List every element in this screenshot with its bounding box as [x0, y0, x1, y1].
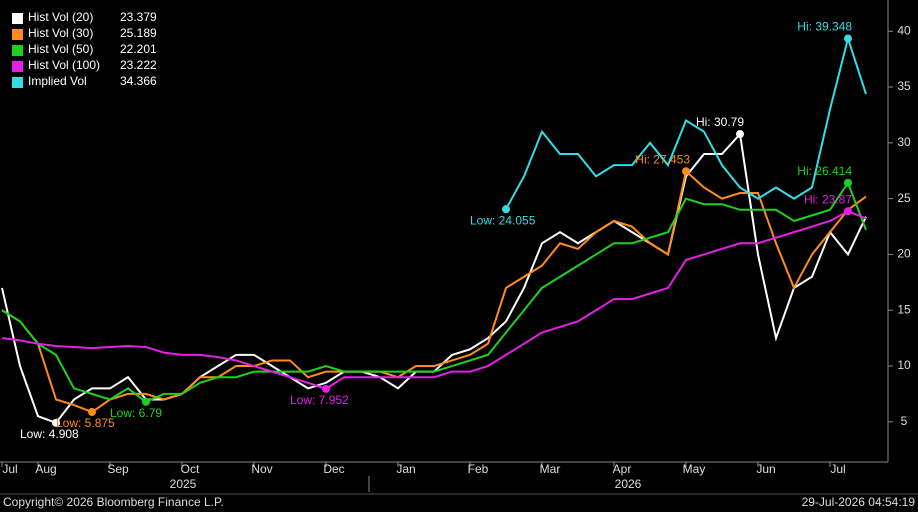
x-tick-label: Aug — [35, 462, 56, 476]
legend-label: Hist Vol (30) — [28, 26, 93, 40]
y-tick-label: 20 — [897, 247, 911, 261]
x-tick-label: May — [683, 462, 706, 476]
year-label: 2025 — [170, 477, 197, 491]
x-tick-label: Apr — [613, 462, 632, 476]
legend-swatch — [12, 77, 23, 88]
extreme-marker — [736, 130, 744, 139]
extreme-label: Low: 7.952 — [290, 393, 349, 407]
x-tick-label: Oct — [181, 462, 200, 476]
extreme-label: Hi: 39.348 — [797, 20, 852, 34]
extreme-marker — [844, 178, 852, 187]
x-tick-label: Jan — [396, 462, 415, 476]
legend-value: 22.201 — [120, 42, 157, 56]
series-line — [1, 210, 867, 390]
legend-swatch — [12, 61, 23, 72]
x-tick-label: Jul — [830, 462, 845, 476]
extreme-marker — [844, 34, 852, 43]
legend-value: 34.366 — [120, 74, 157, 88]
y-tick-label: 35 — [897, 79, 911, 93]
x-tick-label: Sep — [107, 462, 129, 476]
legend-label: Hist Vol (50) — [28, 42, 93, 56]
series-line — [505, 34, 867, 210]
x-tick-label: Nov — [251, 462, 272, 476]
y-tick-label: 5 — [901, 414, 908, 428]
extreme-marker — [88, 408, 96, 417]
extreme-label: Hi: 27.453 — [635, 152, 690, 166]
x-tick-label: Jun — [756, 462, 775, 476]
legend-box — [0, 6, 166, 94]
legend-label: Hist Vol (100) — [28, 58, 100, 72]
extreme-marker — [844, 207, 852, 216]
legend-label: Hist Vol (20) — [28, 10, 93, 24]
legend-value: 25.189 — [120, 26, 157, 40]
legend-swatch — [12, 13, 23, 24]
y-tick-label: 30 — [897, 135, 911, 149]
legend-value: 23.222 — [120, 58, 157, 72]
extreme-marker — [142, 397, 150, 406]
x-tick-label: Jul — [2, 462, 17, 476]
copyright: Copyright© 2026 Bloomberg Finance L.P. — [3, 495, 224, 509]
extreme-label: Low: 24.055 — [470, 213, 536, 227]
extreme-marker — [52, 418, 60, 427]
extreme-label: Hi: 23.87 — [804, 192, 852, 206]
timestamp: 29-Jul-2026 04:54:19 — [802, 495, 916, 509]
extreme-label: Low: 4.908 — [20, 427, 79, 441]
legend-value: 23.379 — [120, 10, 157, 24]
extreme-label: Low: 6.79 — [110, 406, 162, 420]
x-tick-label: Feb — [468, 462, 489, 476]
extreme-label: Hi: 30.79 — [696, 115, 744, 129]
legend-swatch — [12, 45, 23, 56]
y-tick-label: 40 — [897, 23, 911, 37]
extreme-label: Low: 5.875 — [56, 416, 115, 430]
legend-label: Implied Vol — [28, 74, 87, 88]
series-line — [1, 169, 867, 414]
legend-swatch — [12, 29, 23, 40]
year-label: 2026 — [615, 477, 642, 491]
extreme-marker — [682, 167, 690, 176]
extreme-label: Hi: 26.414 — [797, 164, 852, 178]
x-tick-label: Mar — [540, 462, 561, 476]
y-tick-label: 25 — [897, 191, 911, 205]
extreme-marker — [502, 205, 510, 214]
extreme-marker — [322, 384, 330, 393]
y-tick-label: 10 — [897, 358, 911, 372]
x-tick-label: Dec — [323, 462, 344, 476]
y-tick-label: 15 — [897, 302, 911, 316]
